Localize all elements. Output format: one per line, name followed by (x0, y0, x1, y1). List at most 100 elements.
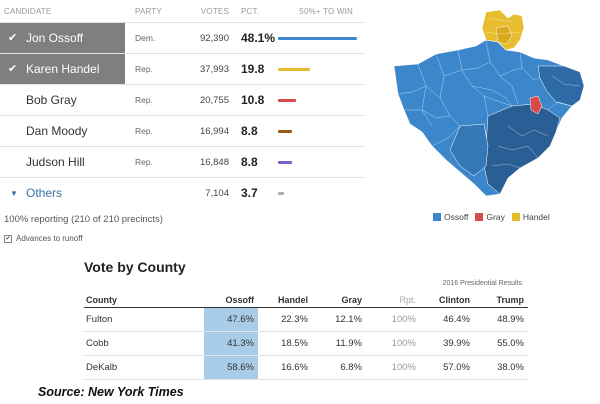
candidate-row-moody: Dan Moody Rep. 16,994 8.8 (0, 115, 365, 146)
check-icon: ✔ (8, 63, 18, 75)
candidate-party: Rep. (135, 157, 153, 167)
header-rpt: Rpt. (399, 294, 416, 305)
candidate-name: Dan Moody (26, 124, 88, 138)
legend-label: Ossoff (444, 212, 469, 222)
map-region-ossoff-strong-east (537, 65, 585, 107)
advances-legend: ✔ Advances to runoff (4, 234, 83, 243)
header-pct: PCT. (241, 6, 260, 16)
candidate-name: Judson Hill (26, 155, 85, 169)
header-candidate: CANDIDATE (4, 6, 52, 16)
legend-swatch (433, 213, 441, 221)
county-name: DeKalb (86, 362, 118, 373)
candidate-votes: 92,390 (199, 32, 229, 44)
candidate-pct: 10.8 (241, 93, 265, 107)
reporting-status: 100% reporting (210 of 210 precincts) (4, 214, 163, 225)
legend-swatch (511, 213, 520, 221)
presidential-results-header: 2016 Presidential Results (442, 280, 522, 287)
header-handel: Handel (277, 294, 308, 305)
county-gray: 6.8% (340, 362, 362, 373)
county-row: DeKalb 58.6% 16.6% 6.8% 100% 57.0% 38.0% (84, 356, 528, 380)
candidate-pct: 8.8 (241, 124, 258, 138)
county-clinton: 39.9% (443, 338, 470, 349)
candidate-pct: 48.1% (241, 31, 276, 45)
others-pct: 3.7 (241, 186, 258, 200)
header-to-win: 50%+ TO WIN (299, 6, 353, 16)
header-trump: Trump (496, 294, 524, 305)
header-clinton: Clinton (439, 294, 470, 305)
candidate-cell: Judson Hill (0, 147, 125, 177)
legend-swatch (475, 213, 484, 221)
others-votes: 7,104 (205, 187, 229, 199)
county-handel: 16.6% (281, 362, 308, 373)
legend-item-gray: Gray (475, 212, 505, 222)
map-region-gray (529, 95, 543, 115)
candidate-party: Rep. (135, 64, 153, 74)
header-party: PARTY (135, 6, 162, 16)
header-gray: Gray (341, 294, 362, 305)
others-row[interactable]: ▼ Others 7,104 3.7 (0, 177, 365, 208)
header-ossoff: Ossoff (225, 294, 254, 305)
county-handel: 18.5% (281, 338, 308, 349)
candidate-row-hill: Judson Hill Rep. 16,848 8.8 (0, 146, 365, 177)
candidate-cell: Dan Moody (0, 116, 125, 146)
legend-item-handel: Handel (511, 212, 550, 222)
source-caption: Source: New York Times (38, 385, 184, 399)
county-clinton: 57.0% (443, 362, 470, 373)
county-table: 2016 Presidential Results County Ossoff … (84, 280, 528, 380)
county-row: Cobb 41.3% 18.5% 11.9% 100% 39.9% 55.0% (84, 332, 528, 356)
county-trump: 48.9% (497, 314, 524, 325)
county-ossoff: 58.6% (204, 356, 258, 379)
vote-share-bar (278, 68, 311, 71)
county-table-title: Vote by County (84, 259, 186, 275)
candidate-votes: 37,993 (199, 63, 229, 75)
legend-label: Gray (486, 212, 505, 222)
candidate-party: Dem. (135, 33, 156, 43)
county-trump: 38.0% (497, 362, 524, 373)
candidate-party: Rep. (135, 126, 153, 136)
county-clinton: 46.4% (443, 314, 470, 325)
county-ossoff: 41.3% (204, 332, 258, 355)
header-votes: VOTES (200, 6, 229, 16)
check-icon: ✔ (8, 32, 18, 44)
county-gray: 11.9% (335, 338, 362, 349)
county-gray: 12.1% (335, 314, 362, 325)
others-toggle[interactable]: ▼ Others (0, 178, 125, 208)
legend-label: Handel (522, 212, 550, 222)
candidate-cell: Bob Gray (0, 85, 125, 115)
candidate-row-ossoff: ✔ Jon Ossoff Dem. 92,390 48.1% (0, 22, 365, 53)
county-rpt: 100% (391, 362, 416, 373)
candidate-votes: 16,994 (199, 125, 229, 137)
county-ossoff: 47.6% (204, 308, 258, 331)
candidate-party: Rep. (135, 95, 153, 105)
county-handel: 22.3% (281, 314, 308, 325)
candidate-pct: 19.8 (241, 62, 265, 76)
vote-share-bar (278, 99, 296, 102)
county-trump: 55.0% (497, 338, 524, 349)
map-region-handel-strong (495, 25, 513, 45)
map-legend: Ossoff Gray Handel (433, 212, 557, 222)
vote-share-bar (278, 161, 293, 164)
candidate-name: Bob Gray (26, 93, 77, 107)
district-map (393, 9, 585, 197)
candidate-name: Jon Ossoff (26, 30, 84, 45)
county-rpt: 100% (391, 314, 416, 325)
map-region-ossoff-strong (483, 103, 561, 195)
header-county: County (86, 294, 117, 305)
expand-triangle-icon[interactable]: ▼ (10, 188, 18, 198)
county-header-row: County Ossoff Handel Gray Rpt. Clinton T… (84, 292, 528, 308)
candidate-row-gray: Bob Gray Rep. 20,755 10.8 (0, 84, 365, 115)
candidate-cell: ✔ Jon Ossoff (0, 22, 125, 53)
legend-item-ossoff: Ossoff (433, 212, 468, 222)
candidate-votes: 16,848 (199, 156, 229, 168)
vote-share-bar (278, 130, 293, 133)
county-name: Fulton (86, 314, 113, 325)
candidate-pct: 8.8 (241, 155, 258, 169)
candidate-name: Karen Handel (26, 61, 100, 76)
precinct-lines (397, 17, 581, 169)
county-row: Fulton 47.6% 22.3% 12.1% 100% 46.4% 48.9… (84, 308, 528, 332)
results-table: CANDIDATE PARTY VOTES PCT. 50%+ TO WIN ✔… (0, 0, 365, 208)
advances-label: Advances to runoff (16, 234, 83, 243)
candidate-cell: ✔ Karen Handel (0, 53, 125, 84)
others-label[interactable]: Others (26, 186, 63, 200)
candidate-row-handel: ✔ Karen Handel Rep. 37,993 19.8 (0, 53, 365, 84)
